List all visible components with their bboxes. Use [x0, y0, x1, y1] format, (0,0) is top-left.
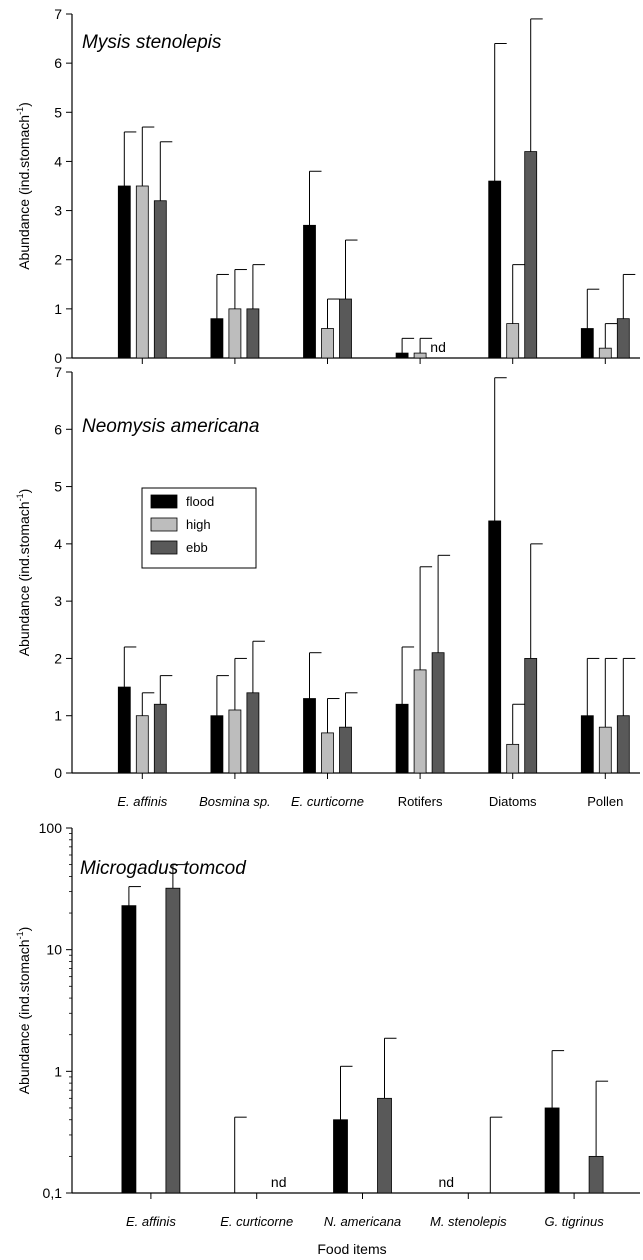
y-tick-label: 6 [54, 55, 62, 71]
panel-neomysis-americana: Neomysis americana flood high ebb 0 1 2 3 4 5 6 7… [15, 364, 640, 809]
bar-flood [117, 686, 131, 774]
panel-microgadus-tomcod: Microgadus tomcod Food items 0,1 1 10 100 Ab… [15, 820, 640, 1257]
bar-high [135, 185, 149, 359]
y-tick-label: 3 [54, 593, 62, 609]
bar-high [506, 323, 520, 359]
bar-ebb [431, 652, 445, 774]
y-tick-label: 5 [54, 104, 62, 120]
x-axis-title: Food items [317, 1241, 386, 1257]
panel-title: Mysis stenolepis [82, 32, 222, 53]
bar-high [598, 347, 612, 359]
y-tick-label: 7 [54, 6, 62, 22]
panel-title: Microgadus tomcod [80, 858, 247, 879]
y-tick-label: 7 [54, 364, 62, 380]
bar-ebb [339, 726, 352, 774]
bar-ebb [165, 887, 181, 1194]
y-tick-label: 0 [54, 350, 62, 366]
bar-ebb [153, 703, 167, 774]
bar-flood [580, 328, 594, 359]
panel-title: Neomysis americana [82, 416, 259, 437]
bar-flood [580, 715, 594, 774]
bar-flood [210, 715, 224, 774]
y-axis-title: Abundance (ind.stomach-1) [15, 102, 32, 270]
panel-mysis-stenolepis: Mysis stenolepis 0 1 2 3 4 5 6 7 Abundance (ind.… [15, 6, 640, 366]
y-axis-title: Abundance (ind.stomach-1) [15, 489, 32, 657]
bar-flood [488, 520, 502, 774]
annotation-nd: nd [430, 339, 446, 355]
y-tick-label: 6 [54, 421, 62, 437]
x-tick-label-e-curticorne: E. curticorne [291, 794, 364, 809]
bar-high [135, 715, 149, 774]
legend-swatch-ebb [150, 540, 178, 555]
y-tick-label: 2 [54, 650, 62, 666]
bar-ebb [524, 151, 538, 359]
bar-high [413, 669, 427, 774]
bar-flood [303, 224, 316, 359]
x-tick-label-e-curticorne: E. curticorne [220, 1214, 293, 1229]
x-tick-label-m-stenolepis: M. stenolepis [430, 1214, 507, 1229]
bar-flood [333, 1119, 348, 1194]
annotation-nd: nd [271, 1174, 287, 1190]
y-tick-label: 1 [54, 301, 62, 317]
y-tick-label: 3 [54, 203, 62, 219]
bar-ebb [616, 318, 630, 359]
bar-ebb [339, 298, 352, 359]
x-tick-label-diatoms: Diatoms [489, 794, 537, 809]
legend-label-ebb: ebb [186, 540, 208, 555]
y-tick-label: 5 [54, 479, 62, 495]
bar-ebb [616, 715, 630, 774]
bar-ebb [377, 1097, 392, 1194]
y-tick-label: 0,1 [43, 1185, 63, 1201]
annotation-nd: nd [439, 1174, 455, 1190]
legend-label-high: high [186, 517, 211, 532]
bar-flood [395, 703, 409, 774]
legend-swatch-flood [150, 494, 178, 509]
bar-flood [117, 185, 131, 359]
legend-swatch-high [150, 517, 178, 532]
bar-high [228, 308, 242, 359]
x-tick-label-e-affinis: E. affinis [126, 1214, 176, 1229]
bar-ebb [246, 308, 260, 359]
y-tick-label: 100 [39, 820, 63, 836]
bar-high [228, 709, 242, 774]
bar-high [413, 352, 427, 359]
bar-ebb [246, 692, 260, 774]
x-tick-label-g-tigrinus: G. tigrinus [544, 1214, 604, 1229]
bar-flood [210, 318, 224, 359]
bar-ebb [153, 200, 167, 359]
y-tick-label: 4 [54, 536, 62, 552]
y-tick-label: 1 [54, 708, 62, 724]
bar-high [506, 743, 520, 774]
y-tick-label: 2 [54, 252, 62, 268]
bar-high [598, 726, 612, 774]
bar-ebb [524, 658, 538, 774]
x-tick-label-rotifers: Rotifers [398, 794, 443, 809]
x-tick-label-pollen: Pollen [587, 794, 623, 809]
y-tick-label: 0 [54, 765, 62, 781]
bar-high [321, 732, 334, 774]
y-axis-title: Abundance (ind.stomach-1) [15, 927, 32, 1095]
legend-label-flood: flood [186, 494, 214, 509]
y-tick-label: 10 [46, 942, 62, 958]
bar-flood [544, 1107, 560, 1194]
x-tick-label-bosmina-sp: Bosmina sp. [199, 794, 271, 809]
y-tick-label: 4 [54, 153, 62, 169]
y-tick-label: 1 [54, 1063, 62, 1079]
bar-flood [488, 180, 502, 359]
x-tick-label-n-americana: N. americana [324, 1214, 401, 1229]
bar-ebb [588, 1155, 604, 1194]
bar-flood [395, 352, 409, 359]
bar-flood [303, 698, 316, 774]
x-tick-label-e-affinis: E. affinis [117, 794, 167, 809]
legend: flood high ebb [141, 487, 257, 569]
bar-flood [121, 905, 137, 1194]
bar-high [321, 328, 334, 359]
